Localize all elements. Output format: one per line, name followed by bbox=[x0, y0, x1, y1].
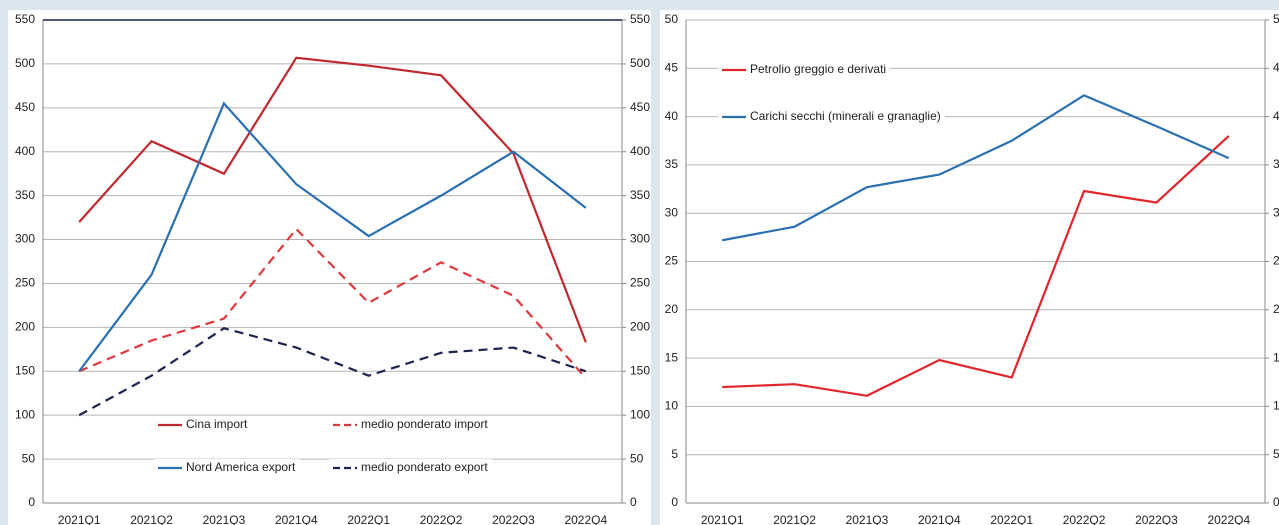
x-tick-label: 2021Q1 bbox=[701, 513, 744, 525]
x-tick-label: 2021Q4 bbox=[918, 513, 961, 525]
y-tick-label: 550 bbox=[15, 12, 35, 26]
legend-bg bbox=[329, 416, 492, 434]
y-tick-label: 350 bbox=[15, 188, 35, 202]
y-tick-label: 50 bbox=[665, 12, 679, 26]
series-line bbox=[78, 227, 587, 380]
legend-entry: medio ponderato import bbox=[329, 416, 492, 434]
y-tick-label: 5 bbox=[671, 447, 678, 461]
legend-entry: Cina import bbox=[154, 416, 252, 434]
y-tick-label: 30 bbox=[665, 205, 679, 219]
y-tick-label: 200 bbox=[15, 320, 35, 334]
y2-tick-label: 25 bbox=[1273, 254, 1279, 268]
x-tick-label: 2022Q3 bbox=[1135, 513, 1178, 525]
y-tick-label: 450 bbox=[15, 100, 35, 114]
legend-label: Petrolio greggio e derivati bbox=[750, 62, 886, 76]
y-tick-label: 400 bbox=[15, 144, 35, 158]
legend-bg bbox=[329, 459, 492, 477]
legend-bg bbox=[154, 459, 300, 477]
y2-tick-label: 10 bbox=[1273, 399, 1279, 413]
y-tick-label: 15 bbox=[665, 350, 679, 364]
y-tick-label: 0 bbox=[671, 495, 678, 509]
y2-tick-label: 50 bbox=[1273, 12, 1279, 26]
series-line bbox=[78, 56, 587, 343]
y2-tick-label: 0 bbox=[1273, 495, 1279, 509]
y2-tick-label: 250 bbox=[630, 276, 650, 290]
legend-bg bbox=[718, 61, 891, 79]
series-line bbox=[721, 94, 1230, 242]
x-tick-label: 2021Q3 bbox=[203, 513, 246, 525]
x-tick-label: 2021Q4 bbox=[275, 513, 318, 525]
y2-tick-label: 100 bbox=[630, 407, 650, 421]
y-tick-label: 250 bbox=[15, 276, 35, 290]
y2-tick-label: 5 bbox=[1273, 447, 1279, 461]
y-tick-label: 150 bbox=[15, 363, 35, 377]
y-tick-label: 45 bbox=[665, 60, 679, 74]
series-line bbox=[78, 101, 587, 372]
y-tick-label: 50 bbox=[22, 451, 36, 465]
y-tick-label: 300 bbox=[15, 232, 35, 246]
series-line bbox=[722, 135, 1230, 397]
y-tick-label: 0 bbox=[28, 495, 35, 509]
x-tick-label: 2022Q3 bbox=[492, 513, 535, 525]
y2-tick-label: 35 bbox=[1273, 157, 1279, 171]
series-line bbox=[78, 327, 587, 417]
legend-entry: Nord America export bbox=[154, 459, 300, 477]
legend-entry: medio ponderato export bbox=[329, 459, 492, 477]
y2-tick-label: 50 bbox=[630, 451, 644, 465]
y2-tick-label: 300 bbox=[630, 232, 650, 246]
x-tick-label: 2022Q4 bbox=[1207, 513, 1250, 525]
y2-tick-label: 400 bbox=[630, 144, 650, 158]
y2-tick-label: 40 bbox=[1273, 109, 1279, 123]
x-tick-label: 2022Q2 bbox=[420, 513, 463, 525]
y2-tick-label: 20 bbox=[1273, 302, 1279, 316]
x-tick-label: 2021Q2 bbox=[773, 513, 816, 525]
legend-bg bbox=[154, 416, 252, 434]
x-tick-label: 2022Q4 bbox=[564, 513, 607, 525]
x-tick-label: 2021Q2 bbox=[130, 513, 173, 525]
legend-entry: Carichi secchi (minerali e granaglie) bbox=[718, 108, 945, 126]
legend-label: Cina import bbox=[186, 417, 248, 431]
y2-tick-label: 350 bbox=[630, 188, 650, 202]
x-tick-label: 2022Q1 bbox=[347, 513, 390, 525]
legend-label: medio ponderato export bbox=[361, 460, 488, 474]
y-tick-label: 100 bbox=[15, 407, 35, 421]
y2-tick-label: 30 bbox=[1273, 205, 1279, 219]
y2-tick-label: 45 bbox=[1273, 60, 1279, 74]
legend-label: Nord America export bbox=[186, 460, 296, 474]
legend-label: Carichi secchi (minerali e granaglie) bbox=[750, 109, 941, 123]
right-panel bbox=[660, 10, 1279, 525]
legend-entry: Petrolio greggio e derivati bbox=[718, 61, 891, 79]
y-tick-label: 35 bbox=[665, 157, 679, 171]
x-tick-label: 2022Q2 bbox=[1063, 513, 1106, 525]
y2-tick-label: 150 bbox=[630, 363, 650, 377]
y2-tick-label: 550 bbox=[630, 12, 650, 26]
y-tick-label: 10 bbox=[665, 399, 679, 413]
y2-tick-label: 500 bbox=[630, 56, 650, 70]
y-tick-label: 500 bbox=[15, 56, 35, 70]
y2-tick-label: 15 bbox=[1273, 350, 1279, 364]
y-tick-label: 40 bbox=[665, 109, 679, 123]
legend-bg bbox=[718, 108, 945, 126]
x-tick-label: 2021Q1 bbox=[58, 513, 101, 525]
y2-tick-label: 200 bbox=[630, 320, 650, 334]
x-tick-label: 2021Q3 bbox=[846, 513, 889, 525]
legend-label: medio ponderato import bbox=[361, 417, 488, 431]
left-panel bbox=[8, 10, 651, 525]
y-tick-label: 25 bbox=[665, 254, 679, 268]
y-tick-label: 20 bbox=[665, 302, 679, 316]
y2-tick-label: 0 bbox=[630, 495, 637, 509]
x-tick-label: 2022Q1 bbox=[990, 513, 1033, 525]
y2-tick-label: 450 bbox=[630, 100, 650, 114]
